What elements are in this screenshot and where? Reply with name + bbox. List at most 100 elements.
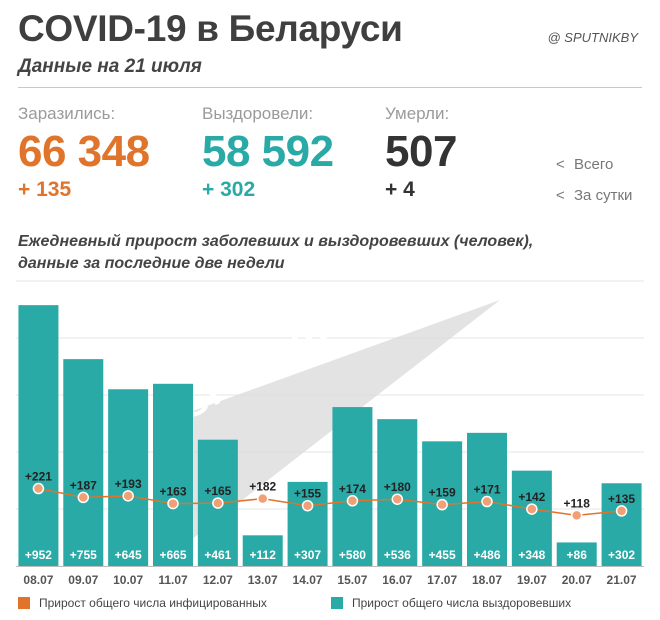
recovered-bar-label: +302 [608,548,635,562]
left-arrow-icon: < [556,156,565,173]
recovered-bar-label: +580 [339,548,366,562]
recovered-bar-label: +112 [250,548,277,562]
stat-legend-total-label: Всего [574,156,614,173]
recovered-bar-label: +348 [518,548,545,562]
infected-points [32,482,628,522]
x-tick-label: 18.07 [472,573,502,587]
infected-point-label: +165 [204,484,231,498]
infected-point-label: +221 [25,470,52,484]
stat-deaths-total: 507 [385,127,457,176]
x-tick-label: 10.07 [113,573,143,587]
x-tick-label: 20.07 [562,573,592,587]
stat-deaths-delta: + 4 [385,178,415,201]
recovered-bar [332,407,373,566]
recovered-bar-label: +461 [204,548,231,562]
stat-recovered: Выздоровели: 58 592 + 302 [202,104,334,202]
infected-point [32,482,45,495]
recovered-bar-label: +86 [567,548,588,562]
x-tick-label: 09.07 [68,573,98,587]
infected-point-label: +187 [70,478,97,492]
stat-legend-daily: < За сутки [556,187,632,204]
stat-recovered-total: 58 592 [202,127,334,176]
infected-point [391,493,404,505]
brand-handle[interactable]: @ SPUTNIKBY [547,30,639,45]
x-tick-label: 21.07 [607,573,637,587]
x-tick-label: 19.07 [517,573,547,587]
infected-point-label: +163 [159,485,186,499]
recovered-bar-label: +952 [25,548,52,562]
left-arrow-icon: < [556,187,565,204]
stat-recovered-label: Выздоровели: [202,104,314,123]
infected-point-labels: +221 +187 +193 +163 +165 +182 +155 +174 +180 +159… [25,470,635,511]
infected-point [481,495,493,508]
daily-growth-chart: SPUTNIK +952 +755 +645 +665 +461 +112 +307 +580… [16,280,644,587]
legend-infected-swatch [18,597,30,609]
chart-title-line-2: данные за последние две недели [18,255,285,272]
infected-point [167,497,179,510]
recovered-bar [287,481,328,566]
stat-infected-delta: + 135 [18,178,72,201]
infected-point [570,509,583,522]
infected-point [301,499,314,512]
recovered-bar [601,483,642,566]
infected-point-label: +118 [564,496,591,510]
infected-point-label: +155 [294,487,321,501]
x-tick-label: 13.07 [248,573,278,587]
stat-legend-daily-label: За сутки [574,187,633,204]
chart-title-line-1: Ежедневный прирост заболевших и выздоров… [18,233,534,250]
x-tick-label: 15.07 [337,573,367,587]
recovered-bar [153,383,193,566]
infected-point [212,497,224,509]
infected-point-label: +174 [339,482,366,496]
infected-line [38,487,622,517]
stat-recovered-delta: + 302 [202,178,256,201]
infected-point [346,495,359,507]
recovered-bar-label: +665 [159,548,186,562]
x-tick-label: 08.07 [23,573,53,587]
chart-title: Ежедневный прирост заболевших и выздоров… [18,231,533,275]
infected-point [615,505,628,517]
x-tick-label: 17.07 [427,573,457,587]
recovered-bar-label: +455 [429,548,456,562]
x-tick-label: 16.07 [382,573,412,587]
x-tick-label: 12.07 [203,573,233,587]
infected-point [77,491,90,504]
legend-recovered-swatch [331,597,343,609]
recovered-bars [18,305,642,566]
date-subtitle: Данные на 21 июля [18,56,202,77]
x-tick-label: 14.07 [293,573,323,587]
recovered-bar [108,389,149,566]
stat-infected-label: Заразились: [18,104,116,123]
infected-point-label: +159 [429,486,456,500]
recovered-bar [556,542,597,566]
x-tick-label: 11.07 [158,573,188,587]
recovered-bar [511,470,552,566]
infected-point-label: +182 [249,480,276,494]
legend-infected: Прирост общего числа инфицированных [18,596,267,610]
recovered-bar-label: +755 [70,548,97,562]
recovered-bar-labels: +952 +755 +645 +665 +461 +112 +307 +580 +536 +455… [25,548,635,562]
infected-point [526,503,538,515]
recovered-bar-label: +536 [384,548,411,562]
infected-point-label: +135 [608,492,635,506]
x-axis-tick-labels: 08.07 09.07 10.07 11.07 12.07 13.07 14.07 15.07… [23,573,636,587]
legend-recovered-label: Прирост общего числа выздоровевших [352,596,572,610]
stat-deaths: Умерли: 507 + 4 [385,104,457,202]
stat-infected: Заразились: 66 348 + 135 [18,104,150,202]
legend-recovered: Прирост общего числа выздоровевших [331,596,571,610]
infected-point [256,492,269,505]
page-title: COVID-19 в Беларуси [18,8,403,49]
recovered-bar-label: +645 [115,548,142,562]
infected-point-label: +171 [473,483,500,497]
infected-point-label: +193 [115,477,142,491]
infected-point [436,498,448,511]
infected-point-label: +142 [518,490,545,504]
legend-infected-label: Прирост общего числа инфицированных [39,596,267,610]
recovered-bar [18,305,59,566]
recovered-bar [377,419,418,566]
stat-deaths-label: Умерли: [385,104,450,123]
header-divider [18,87,642,88]
recovered-bar [242,535,283,566]
infected-point [122,490,134,502]
infected-point-label: +180 [384,480,411,494]
